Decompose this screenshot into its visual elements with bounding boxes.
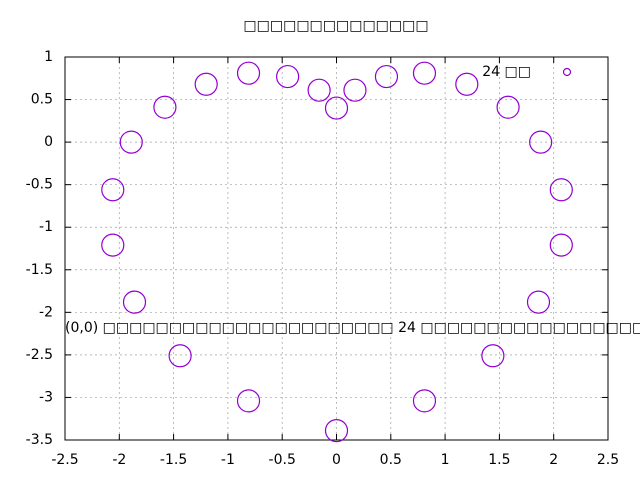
point (481, 344, 505, 368)
x-tick-label: -2 (112, 452, 126, 468)
point (276, 64, 300, 89)
legend-label: 24 □□ (482, 64, 531, 80)
point (194, 72, 218, 96)
annotation: (0,0) □□□□□□□□□□□□□□□□□□□□□□ 24 □□□□□□□□… (65, 320, 640, 336)
point (529, 130, 553, 154)
x-tick-label: 2 (549, 452, 558, 468)
y-tick-label: -2 (39, 304, 53, 320)
y-tick-label: -0.5 (26, 177, 53, 193)
plot-border (64, 56, 609, 441)
x-tick-label: -0.5 (269, 452, 296, 468)
y-tick-label: -3 (39, 389, 53, 405)
x-tick-label: 2.5 (597, 452, 619, 468)
point (122, 290, 147, 314)
y-tick-label: -1 (39, 219, 53, 235)
point (101, 178, 125, 202)
x-tick-label: 0 (332, 452, 341, 468)
x-tick-label: -1.5 (160, 452, 187, 468)
chart-title: □□□□□□□□□□□□□□ (243, 18, 428, 34)
point (496, 95, 520, 119)
y-tick-label: 0 (44, 134, 53, 150)
point (236, 61, 261, 85)
point (153, 95, 177, 119)
point (101, 233, 125, 257)
point (374, 64, 399, 89)
y-tick-label: -1.5 (26, 262, 53, 278)
point (412, 389, 437, 413)
point (324, 419, 349, 443)
y-tick-label: -3.5 (26, 432, 53, 448)
y-tick-label: -2.5 (26, 347, 53, 363)
y-tick-label: 1 (44, 49, 53, 65)
point (455, 72, 479, 96)
point (343, 78, 367, 102)
point (549, 233, 573, 257)
point (168, 344, 192, 368)
legend-marker (562, 67, 572, 77)
point (324, 96, 349, 120)
x-tick-label: 1 (441, 452, 450, 468)
point (526, 290, 551, 314)
x-tick-label: -1 (221, 452, 235, 468)
x-tick-label: -2.5 (51, 452, 78, 468)
x-tick-label: 1.5 (488, 452, 510, 468)
x-tick-label: 0.5 (380, 452, 402, 468)
point (307, 78, 331, 102)
point (236, 389, 261, 413)
point (412, 61, 437, 85)
y-tick-label: 0.5 (31, 92, 53, 108)
point (119, 130, 143, 154)
point (549, 178, 573, 202)
